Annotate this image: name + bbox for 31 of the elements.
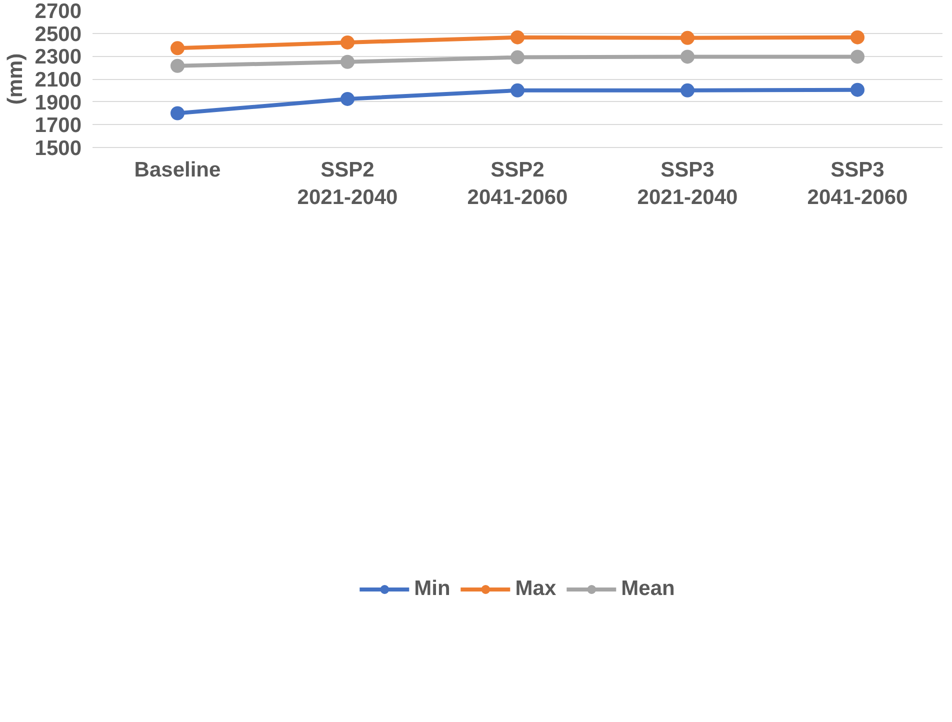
y-tick-label: 2100 — [34, 68, 82, 92]
y-tick-label: 2300 — [34, 46, 82, 69]
point — [170, 106, 184, 120]
point — [680, 30, 694, 45]
point — [170, 58, 184, 73]
y-tick-label: 1500 — [34, 137, 82, 160]
point — [170, 41, 184, 56]
legend-label: Min — [414, 576, 450, 600]
point — [340, 92, 354, 106]
x-tick-label: SSP3 2021-2040 — [637, 158, 738, 210]
legend-label: Max — [515, 576, 556, 600]
point — [510, 50, 524, 64]
legend-label: Mean — [621, 576, 675, 600]
y-tick-label: 2700 — [34, 0, 82, 23]
point — [850, 30, 864, 44]
y-axis-title: (mm) — [4, 53, 27, 105]
x-tick-label: SSP3 2041-2060 — [807, 158, 908, 210]
point — [510, 83, 524, 98]
point — [340, 35, 354, 50]
y-tick-label: 1900 — [34, 91, 82, 114]
point — [340, 54, 354, 69]
point — [510, 30, 524, 44]
point — [850, 82, 864, 97]
x-tick-label: Baseline — [134, 158, 221, 182]
point — [680, 50, 694, 64]
point — [850, 50, 864, 64]
point — [680, 83, 694, 98]
x-tick-label: SSP2 2041-2060 — [467, 158, 568, 210]
y-tick-label: 2500 — [34, 22, 82, 46]
x-tick-label: SSP2 2021-2040 — [297, 158, 398, 210]
y-tick-label: 1700 — [34, 114, 82, 138]
